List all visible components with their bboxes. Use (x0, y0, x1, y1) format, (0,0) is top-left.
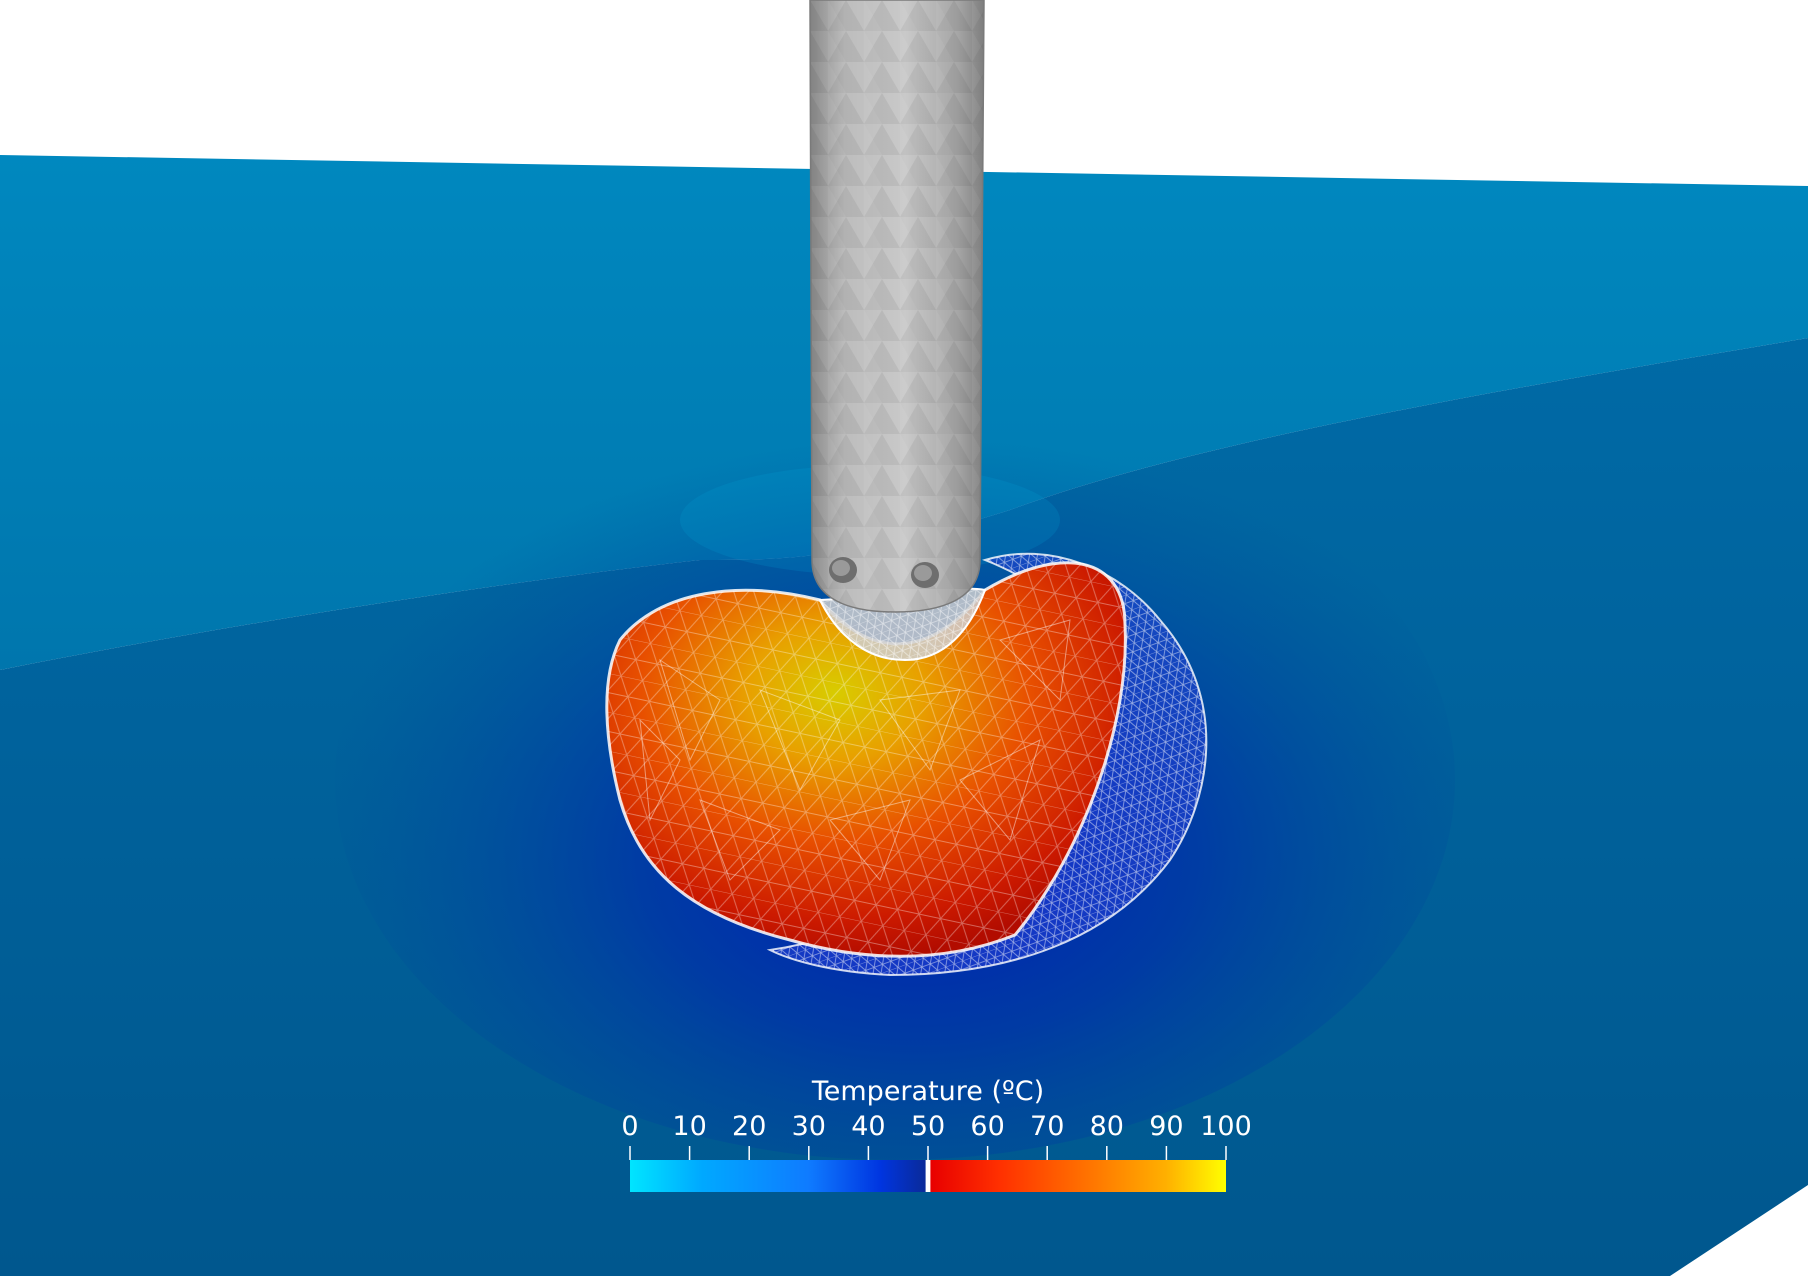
colorbar-tick-label: 60 (970, 1111, 1004, 1142)
colorbar-tick-label: 0 (621, 1111, 638, 1142)
colorbar-tick-labels: 0 10 20 30 40 50 60 70 80 90 100 (621, 1111, 1251, 1142)
colorbar-tick-label: 40 (851, 1111, 885, 1142)
colorbar-tick-label: 10 (672, 1111, 706, 1142)
ablation-zone-mesh-icon (605, 561, 1127, 958)
colorbar-tick-label: 30 (792, 1111, 826, 1142)
colorbar-tick-label: 100 (1200, 1111, 1252, 1142)
colorbar-tick-label: 80 (1090, 1111, 1124, 1142)
colorbar-tick-marks (629, 1146, 1227, 1160)
colorbar-gradient-bar (630, 1160, 1226, 1192)
cylindrical-needle-icon (809, 0, 985, 613)
colorbar-tick-label: 50 (911, 1111, 945, 1142)
colorbar-title: Temperature (ºC) (811, 1076, 1044, 1107)
colorbar-tick-label: 90 (1149, 1111, 1183, 1142)
colorbar-tick-label: 70 (1030, 1111, 1064, 1142)
colorbar-tick-label: 20 (732, 1111, 766, 1142)
colorbar-legend: Temperature (ºC) 0 10 20 30 40 50 60 70 80 90 100 (621, 1076, 1252, 1192)
